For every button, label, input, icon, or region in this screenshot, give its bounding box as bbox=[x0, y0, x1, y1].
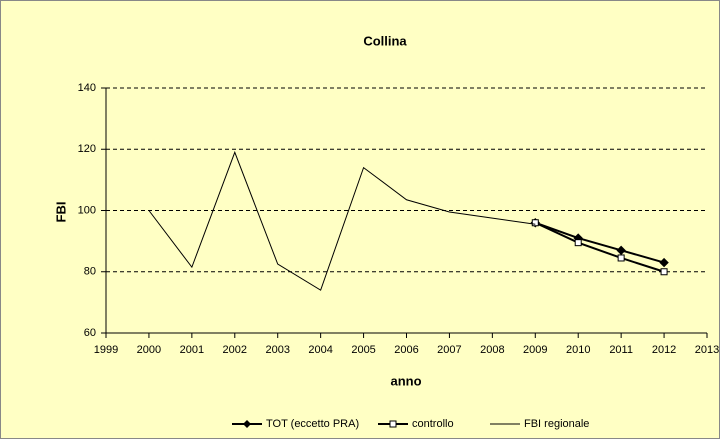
x-tick-label: 2013 bbox=[695, 344, 719, 356]
x-tick-label: 2005 bbox=[351, 344, 375, 356]
series-line bbox=[534, 221, 665, 264]
x-tick-label: 2012 bbox=[652, 344, 676, 356]
legend-marker bbox=[243, 420, 251, 428]
y-tick-label: 60 bbox=[84, 327, 96, 339]
series-line bbox=[534, 221, 665, 273]
data-point bbox=[660, 268, 668, 276]
x-tick-label: 2008 bbox=[480, 344, 504, 356]
legend-label: TOT (eccetto PRA) bbox=[266, 418, 359, 430]
y-tick-label: 120 bbox=[78, 143, 96, 155]
x-tick-label: 2010 bbox=[566, 344, 590, 356]
y-axis-label: FBI bbox=[53, 202, 68, 223]
data-point bbox=[616, 245, 626, 256]
data-point bbox=[659, 257, 669, 268]
x-tick-label: 2006 bbox=[394, 344, 418, 356]
x-tick-label: 2009 bbox=[523, 344, 547, 356]
x-tick-label: 2001 bbox=[180, 344, 204, 356]
series-line bbox=[148, 150, 536, 291]
x-tick-label: 2002 bbox=[223, 344, 247, 356]
x-tick-label: 2003 bbox=[265, 344, 289, 356]
y-tick-label: 100 bbox=[78, 204, 96, 216]
data-point bbox=[574, 239, 582, 247]
chart-title: Collina bbox=[363, 33, 407, 48]
data-point bbox=[617, 254, 625, 262]
x-axis-label: anno bbox=[390, 373, 421, 388]
x-tick-label: 1999 bbox=[94, 344, 118, 356]
x-tick-label: 2004 bbox=[308, 344, 332, 356]
legend-label: controllo bbox=[412, 418, 454, 430]
data-point bbox=[531, 219, 539, 227]
legend-label: FBI regionale bbox=[524, 418, 589, 430]
x-tick-label: 2011 bbox=[609, 344, 633, 356]
y-tick-label: 80 bbox=[84, 266, 96, 278]
y-tick-label: 140 bbox=[78, 82, 96, 94]
x-tick-label: 2007 bbox=[437, 344, 461, 356]
x-tick-label: 2000 bbox=[137, 344, 161, 356]
legend-marker bbox=[389, 420, 397, 428]
